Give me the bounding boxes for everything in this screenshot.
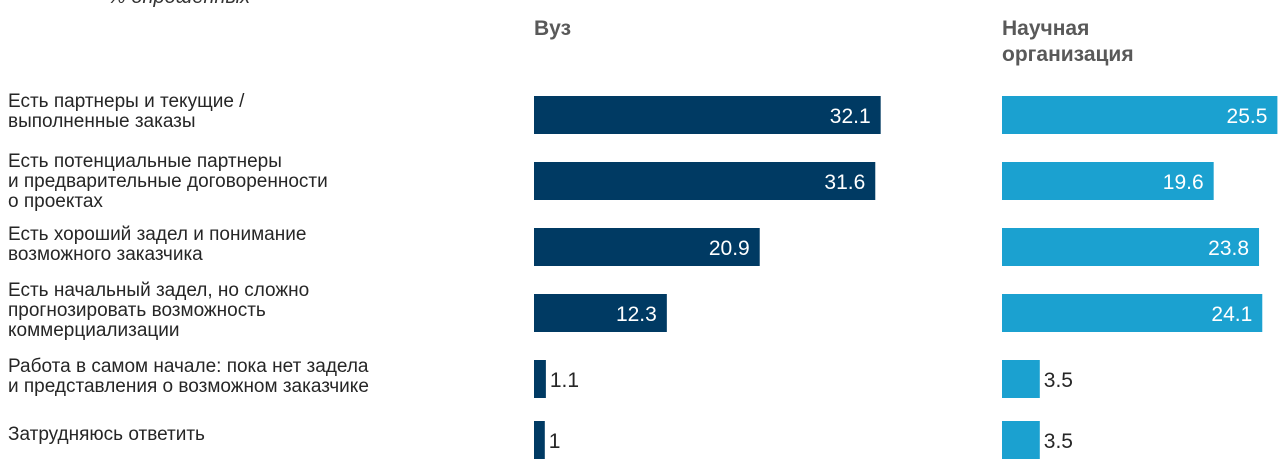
bar-value-label-1-5: 3.5 xyxy=(1044,430,1073,453)
bar-value-label-0-3: 12.3 xyxy=(616,303,657,326)
category-label-5: Затрудняюсь ответить xyxy=(8,424,205,445)
category-label-3: Есть начальный задел, но сложно прогнози… xyxy=(8,280,310,341)
bar-0-4 xyxy=(534,360,546,398)
bar-1-2 xyxy=(1002,228,1260,266)
bar-1-3 xyxy=(1002,294,1263,332)
bar-0-0 xyxy=(534,96,881,134)
bar-value-label-0-4: 1.1 xyxy=(550,369,579,392)
bar-1-4 xyxy=(1002,360,1040,398)
series-header-vuz: Вуз xyxy=(534,17,572,40)
bar-0-1 xyxy=(534,162,876,200)
chart-subtitle: % опрошенных xyxy=(108,0,250,9)
bar-value-label-1-4: 3.5 xyxy=(1044,369,1073,392)
bar-value-label-1-1: 19.6 xyxy=(1163,171,1204,194)
bar-1-5 xyxy=(1002,421,1040,459)
category-label-0: Есть партнеры и текущие / выполненные за… xyxy=(8,91,245,132)
bar-1-1 xyxy=(1002,162,1214,200)
bar-0-5 xyxy=(534,421,545,459)
bar-1-0 xyxy=(1002,96,1278,134)
bar-value-label-0-0: 32.1 xyxy=(830,105,871,128)
bar-value-label-0-2: 20.9 xyxy=(709,237,750,260)
bar-value-label-0-5: 1 xyxy=(549,430,561,453)
bar-value-label-1-2: 23.8 xyxy=(1208,237,1249,260)
bar-value-label-1-3: 24.1 xyxy=(1211,303,1252,326)
category-label-4: Работа в самом начале: пока нет задела и… xyxy=(8,356,369,397)
series-header-science-org: Научная организация xyxy=(1002,17,1134,66)
bar-value-label-1-0: 25.5 xyxy=(1227,105,1268,128)
category-label-1: Есть потенциальные партнеры и предварите… xyxy=(8,151,328,212)
bar-0-3 xyxy=(534,294,667,332)
category-label-2: Есть хороший задел и понимание возможног… xyxy=(8,224,307,265)
bar-value-label-0-1: 31.6 xyxy=(824,171,865,194)
bar-0-2 xyxy=(534,228,760,266)
